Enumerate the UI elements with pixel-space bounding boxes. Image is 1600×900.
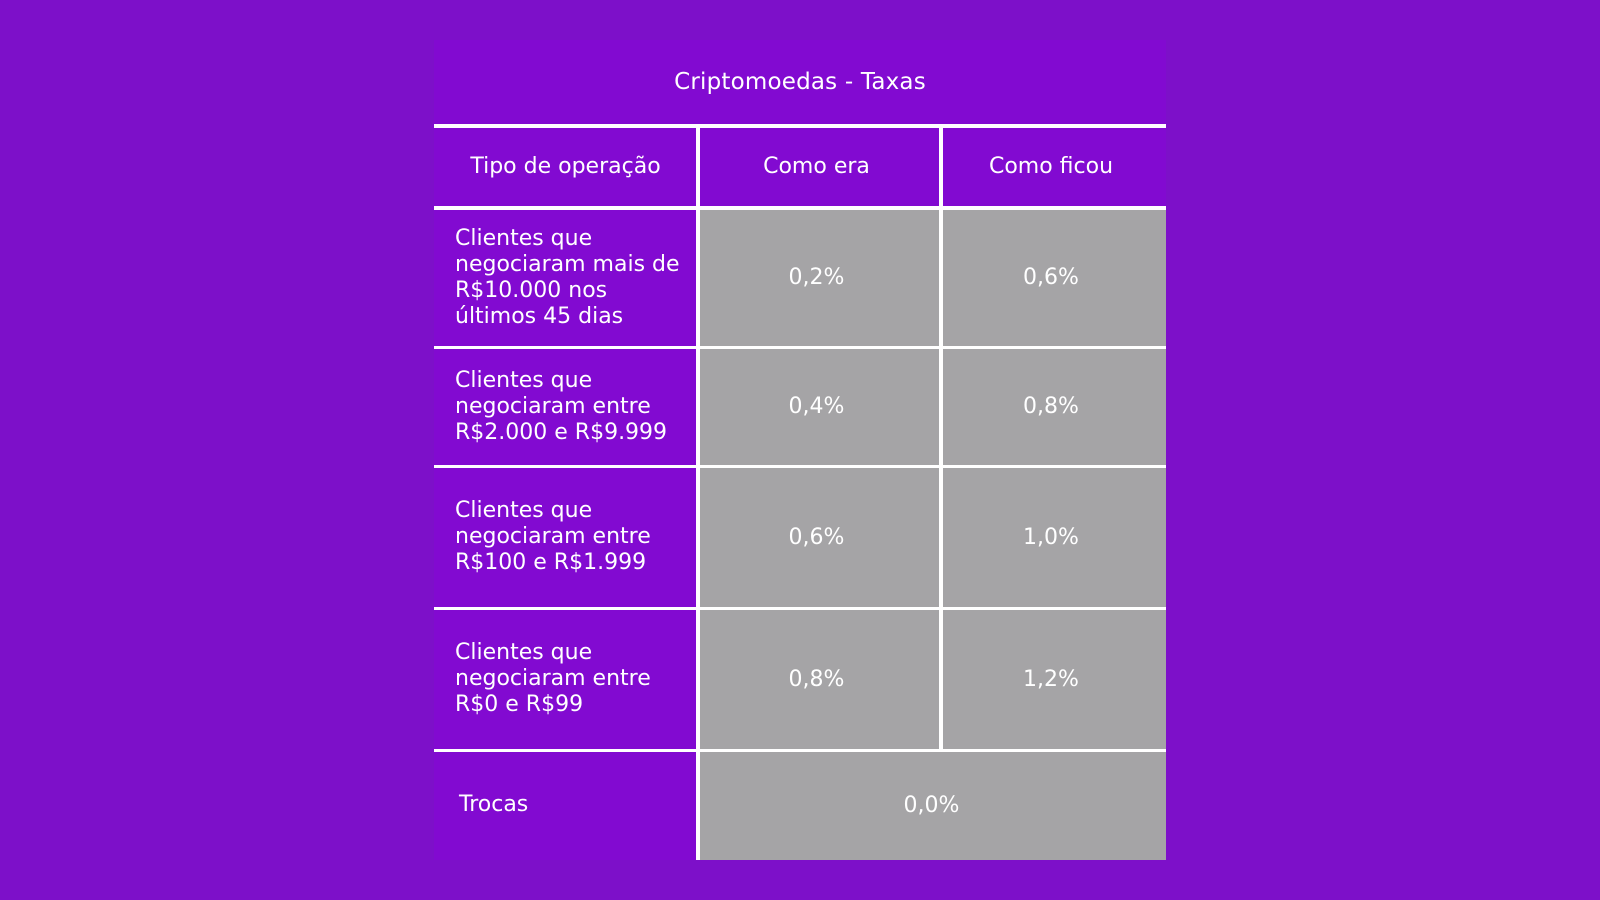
row-value-before: 0,2% bbox=[697, 208, 936, 347]
row-label: Clientes que negociaram entre R$2.000 e … bbox=[455, 367, 668, 445]
header-bottom-rule bbox=[434, 206, 1166, 210]
header-top-rule bbox=[434, 124, 1166, 128]
row-value-after: 1,0% bbox=[936, 466, 1166, 608]
row-value-after: 1,2% bbox=[936, 608, 1166, 750]
column-divider bbox=[696, 124, 700, 860]
row-value-before: 0,6% bbox=[697, 466, 936, 608]
row-divider bbox=[434, 346, 1166, 349]
row-label: Clientes que negociaram entre R$0 e R$99 bbox=[455, 640, 651, 717]
fees-table-panel: Criptomoedas - Taxas Tipo de operação Co… bbox=[434, 40, 1166, 860]
row-label: Clientes que negociaram mais de R$10.000… bbox=[455, 225, 680, 329]
row-divider bbox=[434, 607, 1166, 610]
header-operation-type: Tipo de operação bbox=[470, 153, 661, 179]
row-value-after: 0,6% bbox=[936, 208, 1166, 347]
row-value-before: 0,4% bbox=[697, 347, 936, 466]
footer-value: 0,0% bbox=[697, 750, 1166, 860]
fees-table: Tipo de operação Como era Como ficou Cli… bbox=[434, 124, 1166, 860]
row-label: Clientes que negociaram entre R$100 e R$… bbox=[455, 498, 651, 575]
header-before: Como era bbox=[763, 153, 870, 179]
table-title: Criptomoedas - Taxas bbox=[674, 69, 926, 95]
row-value-before: 0,8% bbox=[697, 608, 936, 750]
header-after: Como ficou bbox=[988, 153, 1114, 179]
footer-label: Trocas bbox=[459, 792, 529, 817]
row-divider bbox=[434, 749, 1166, 752]
row-divider bbox=[434, 465, 1166, 468]
column-divider bbox=[939, 124, 943, 751]
row-value-after: 0,8% bbox=[936, 347, 1166, 466]
